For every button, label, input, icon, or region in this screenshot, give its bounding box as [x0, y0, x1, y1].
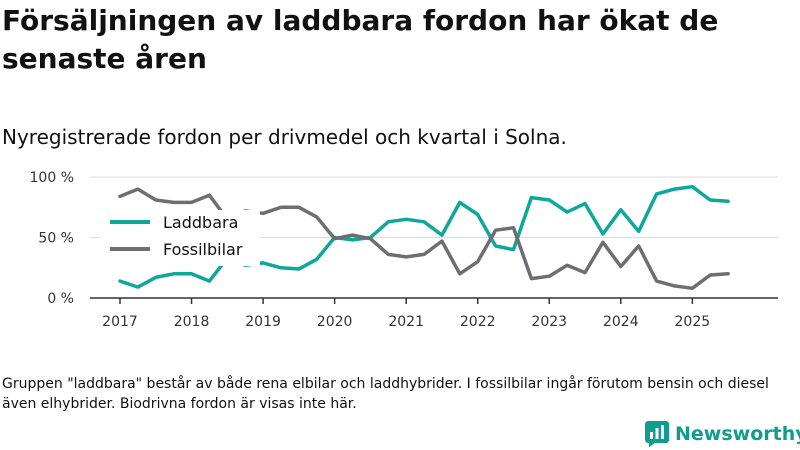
- x-tick-label: 2019: [245, 314, 281, 330]
- x-tick-label: 2024: [603, 314, 639, 330]
- x-tick-label: 2022: [460, 314, 496, 330]
- x-tick-label: 2021: [388, 314, 424, 330]
- y-tick-label: 100 %: [30, 170, 74, 186]
- y-tick-label: 50 %: [38, 231, 74, 247]
- x-tick-label: 2025: [675, 314, 711, 330]
- x-tick-label: 2023: [531, 314, 567, 330]
- line-chart: 0 % 50 % 100 % 2017 2018 2019 2020 2021 2022 2023…: [30, 170, 778, 330]
- footnote: Gruppen "laddbara" består av både rena e…: [2, 376, 769, 412]
- x-tick-label: 2020: [317, 314, 353, 330]
- y-tick-label: 0 %: [47, 291, 74, 307]
- x-tick-label: 2018: [174, 314, 210, 330]
- x-tick-label: 2017: [102, 314, 138, 330]
- legend-label: Laddbara: [163, 213, 238, 232]
- newsworthy-logo-icon: [645, 421, 669, 447]
- brand-logo: Newsworthy: [645, 419, 800, 449]
- brand-name: Newsworthy: [675, 423, 800, 445]
- legend-label: Fossilbilar: [163, 240, 243, 259]
- chart-title: Försäljningen av laddbara fordon har öka…: [2, 4, 719, 75]
- legend-box: [100, 210, 260, 266]
- chart-subtitle: Nyregistrerade fordon per drivmedel och …: [2, 125, 567, 149]
